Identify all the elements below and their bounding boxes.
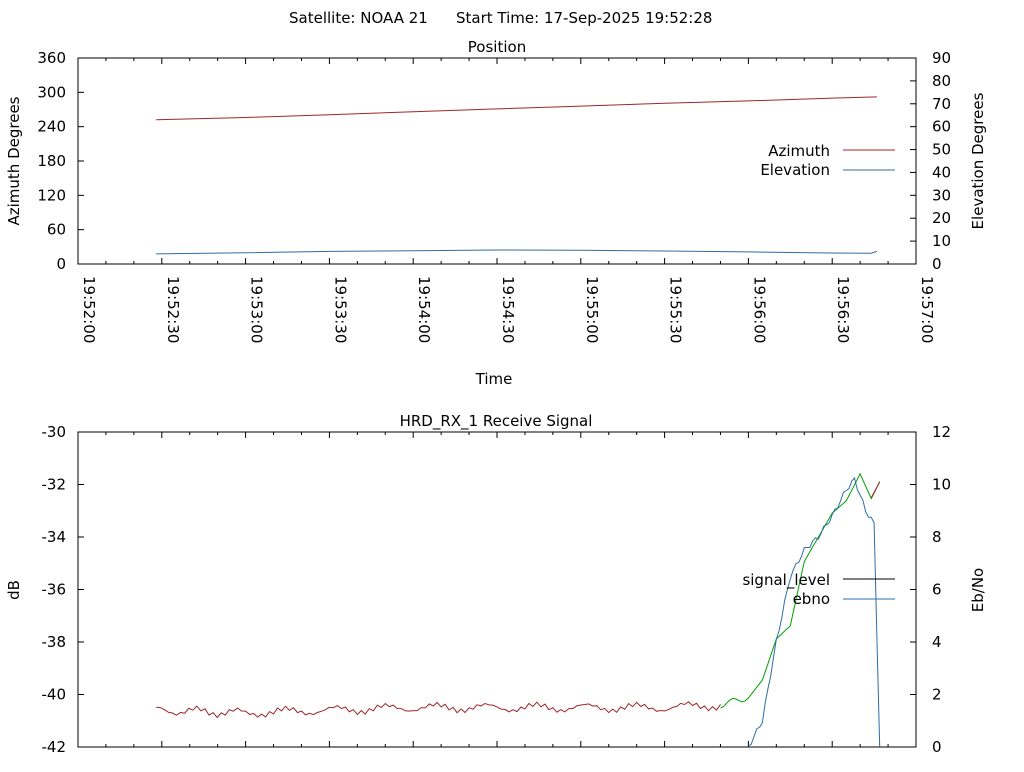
signal-axis-ticks [77, 431, 917, 748]
elevation-tick-label: 0 [932, 255, 942, 273]
position-series-lines [156, 96, 878, 255]
time-tick-label: 19:53:00 [248, 276, 266, 343]
elevation-tick-label: 50 [932, 141, 951, 159]
time-tick-label: 19:56:30 [834, 276, 852, 343]
legend-azimuth-label: Azimuth [768, 142, 830, 160]
time-tick-label: 19:54:30 [499, 276, 517, 343]
elevation-tick-label: 40 [932, 163, 951, 181]
db-tick-label: -36 [42, 581, 67, 599]
time-axis-label: Time [475, 370, 513, 388]
elevation-tick-label: 70 [932, 95, 951, 113]
legend-ebno-label: ebno [793, 590, 830, 608]
time-tick-label: 19:56:00 [750, 276, 768, 343]
ebno-axis-label: Eb/No [969, 568, 987, 612]
db-tick-label: -38 [42, 633, 67, 651]
position-legend: Azimuth Elevation [760, 142, 895, 179]
ebno-line [748, 476, 881, 747]
db-tick-label: -32 [42, 476, 67, 494]
db-axis-label: dB [5, 580, 23, 600]
ebno-tick-label: 6 [932, 581, 942, 599]
ebno-tick-label: 8 [932, 528, 942, 546]
signal-plot-frame [77, 431, 917, 748]
elevation-tick-label: 30 [932, 186, 951, 204]
elevation-line [156, 249, 878, 255]
time-tick-label: 19:52:00 [80, 276, 98, 343]
elevation-tick-label: 90 [932, 49, 951, 67]
azimuth-tick-label: 120 [37, 186, 66, 204]
db-tick-label: -30 [42, 423, 67, 441]
signal-level-line-low [156, 701, 721, 719]
signal-series-lines [156, 472, 881, 747]
time-tick-label: 19:55:00 [583, 276, 601, 343]
receive-signal-chart-title: HRD_RX_1 Receive Signal [400, 412, 593, 431]
ebno-tick-label: 0 [932, 738, 942, 756]
time-tick-label: 19:53:30 [331, 276, 349, 343]
elevation-axis-label: Elevation Degrees [969, 92, 987, 229]
azimuth-tick-label: 300 [37, 83, 66, 101]
satellite-name: Satellite: NOAA 21 [289, 9, 428, 27]
elevation-tick-label: 60 [932, 118, 951, 136]
signal-level-line-high [720, 472, 881, 709]
elevation-tick-label: 10 [932, 232, 951, 250]
signal-legend: signal_level ebno [742, 571, 895, 608]
elevation-tick-labels: 0 10 20 30 40 50 60 70 80 90 [932, 49, 951, 273]
db-tick-label: -42 [42, 738, 67, 756]
receive-signal-chart: HRD_RX_1 Receive Signal -42-40-38-36-34-… [5, 412, 987, 756]
azimuth-tick-label: 0 [56, 255, 66, 273]
elevation-tick-label: 80 [932, 72, 951, 90]
ebno-tick-label: 12 [932, 423, 951, 441]
time-tick-labels: 19:52:00 19:52:30 19:53:00 19:53:30 19:54:00… [80, 276, 936, 343]
position-chart-title: Position [468, 38, 526, 56]
azimuth-tick-label: 60 [47, 221, 66, 239]
db-tick-label: -34 [42, 528, 67, 546]
elevation-tick-label: 20 [932, 209, 951, 227]
ebno-tick-label: 2 [932, 686, 942, 704]
azimuth-tick-label: 180 [37, 152, 66, 170]
azimuth-line [156, 96, 877, 121]
time-tick-label: 19:57:00 [918, 276, 936, 343]
db-tick-label: -40 [42, 686, 67, 704]
time-tick-label: 19:52:30 [164, 276, 182, 343]
azimuth-tick-label: 360 [37, 49, 66, 67]
ebno-tick-label: 4 [932, 633, 942, 651]
start-time: Start Time: 17-Sep-2025 19:52:28 [456, 9, 712, 27]
signal-level-line-tail [870, 481, 881, 498]
azimuth-tick-label: 240 [37, 118, 66, 136]
position-axis-ticks [77, 57, 917, 265]
position-chart: Position 0 60 120 180 240 300 360 0 10 20 30 40 50 6… [5, 38, 987, 388]
ebno-tick-label: 10 [932, 476, 951, 494]
db-tick-labels: -42 -40 -38 -36 -34 -32 -30 [42, 423, 67, 756]
time-tick-label: 19:54:00 [415, 276, 433, 343]
legend-signal-level-label: signal_level [742, 571, 830, 590]
azimuth-axis-label: Azimuth Degrees [5, 96, 23, 225]
azimuth-tick-labels: 0 60 120 180 240 300 360 [37, 49, 66, 273]
time-tick-label: 19:55:30 [667, 276, 685, 343]
legend-elevation-label: Elevation [760, 161, 830, 179]
ebno-tick-labels: 0 2 4 6 8 10 12 [932, 423, 951, 756]
